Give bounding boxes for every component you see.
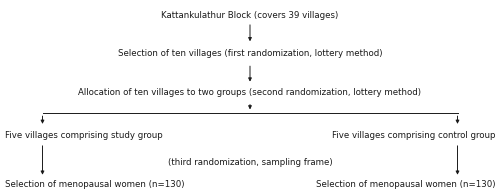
Text: Allocation of ten villages to two groups (second randomization, lottery method): Allocation of ten villages to two groups… <box>78 88 422 97</box>
Text: Selection of menopausal women (n=130): Selection of menopausal women (n=130) <box>5 180 184 189</box>
Text: Five villages comprising control group: Five villages comprising control group <box>332 131 495 140</box>
Text: Selection of menopausal women (n=130): Selection of menopausal women (n=130) <box>316 180 495 189</box>
Text: (third randomization, sampling frame): (third randomization, sampling frame) <box>168 158 332 167</box>
Text: Kattankulathur Block (covers 39 villages): Kattankulathur Block (covers 39 villages… <box>162 11 338 20</box>
Text: Selection of ten villages (first randomization, lottery method): Selection of ten villages (first randomi… <box>118 49 382 58</box>
Text: Five villages comprising study group: Five villages comprising study group <box>5 131 163 140</box>
